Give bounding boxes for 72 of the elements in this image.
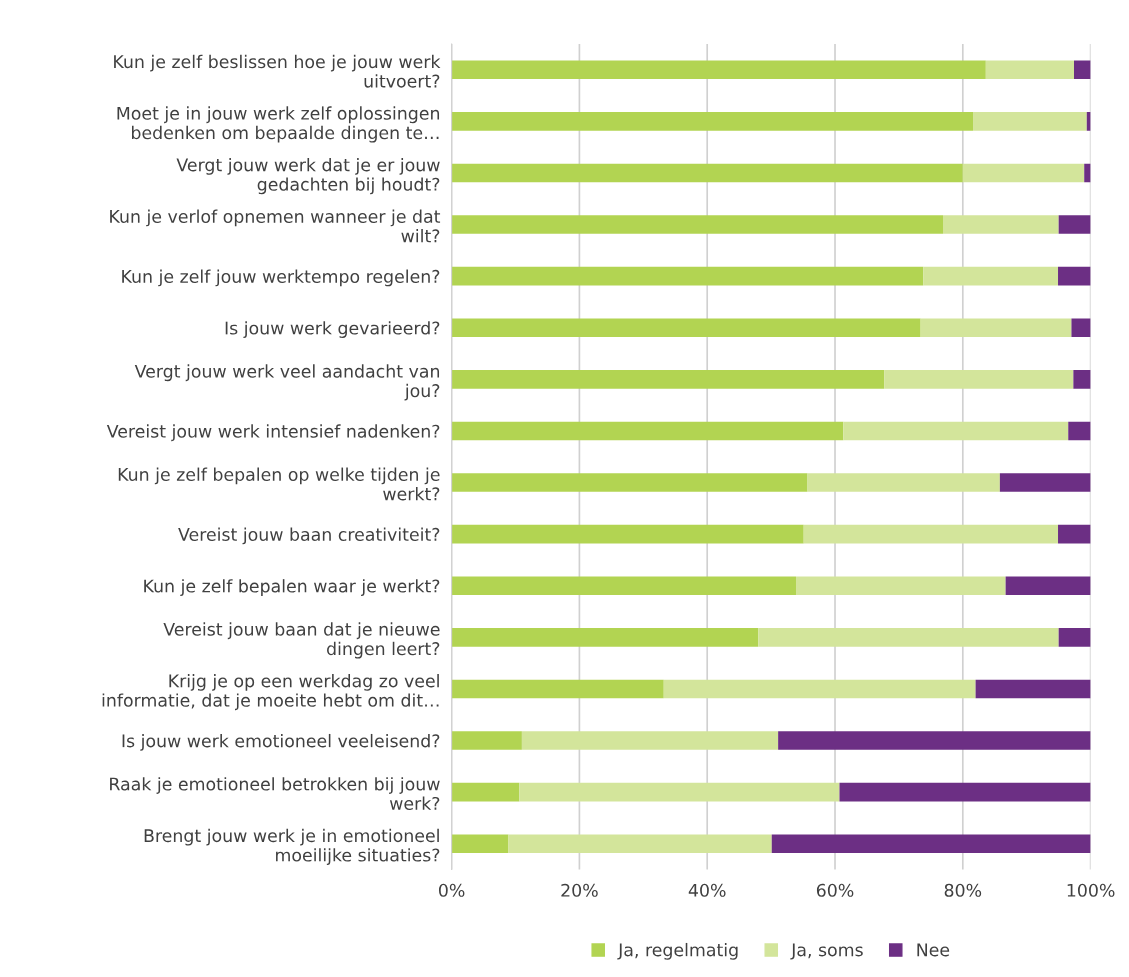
y-tick-label: Kun je zelf jouw werktempo regelen? bbox=[122, 269, 440, 287]
bar bbox=[975, 679, 1091, 699]
bar bbox=[1058, 628, 1091, 647]
bar bbox=[807, 473, 1000, 492]
bar bbox=[1005, 576, 1091, 596]
bar bbox=[920, 318, 1072, 338]
legend-label: Ja, soms bbox=[790, 943, 863, 960]
bar bbox=[451, 628, 759, 647]
bar bbox=[1058, 215, 1091, 234]
bar bbox=[1084, 163, 1091, 183]
bar bbox=[508, 834, 772, 854]
bar bbox=[451, 524, 804, 544]
bar bbox=[923, 266, 1059, 286]
y-tick-label: Raak je emotioneel betrokken bij jouw werk? bbox=[110, 777, 440, 811]
bar bbox=[771, 834, 1091, 854]
bar bbox=[451, 834, 509, 854]
y-tick-label: Vergt jouw werk dat je er jouw gedachten bij houdt? bbox=[176, 157, 440, 195]
y-tick-label: Is jouw werk emotioneel veeleisend? bbox=[122, 733, 440, 751]
bar bbox=[1073, 370, 1091, 389]
bar bbox=[796, 576, 1006, 596]
y-tick-label: Krijg je op een werkdag zo veel informatie, dat je moeite hebt om dit… bbox=[102, 673, 439, 711]
bar bbox=[451, 266, 924, 286]
x-tick-label: 100% bbox=[1067, 883, 1115, 897]
bar bbox=[521, 731, 779, 750]
bar bbox=[962, 163, 1085, 183]
bar bbox=[839, 782, 1091, 802]
legend-label: Ja, regelmatig bbox=[617, 942, 738, 960]
bar bbox=[451, 215, 943, 234]
bar bbox=[973, 112, 1087, 131]
bar bbox=[999, 473, 1091, 492]
bar bbox=[451, 473, 808, 492]
bar bbox=[519, 782, 840, 802]
bar bbox=[884, 370, 1074, 389]
bar bbox=[451, 370, 885, 389]
bar bbox=[451, 576, 797, 596]
y-tick-label: Vereist jouw werk intensief nadenken? bbox=[106, 424, 440, 442]
bar bbox=[1071, 318, 1091, 338]
bar bbox=[1058, 266, 1091, 286]
bar bbox=[1074, 60, 1091, 80]
x-tick-label: 0% bbox=[438, 883, 465, 897]
bar bbox=[663, 679, 976, 699]
y-tick-label: Kun je zelf bepalen waar je werkt? bbox=[144, 579, 440, 596]
x-tick-label: 40% bbox=[688, 883, 726, 897]
y-tick-label: Is jouw werk gevarieerd? bbox=[225, 321, 440, 338]
bar bbox=[1068, 421, 1091, 441]
y-tick-label: Kun je zelf bepalen op welke tijden je werkt? bbox=[118, 467, 440, 501]
y-tick-label: Brengt jouw werk je in emotioneel moeilijke situaties? bbox=[144, 828, 440, 865]
x-tick-label: 60% bbox=[816, 883, 854, 897]
bar bbox=[451, 731, 522, 750]
bar bbox=[451, 112, 974, 131]
bar bbox=[943, 215, 1059, 234]
y-tick-label: Vergt jouw werk veel aandacht van jou? bbox=[134, 364, 440, 401]
y-tick-label: Vereist jouw baan dat je nieuwe dingen leert? bbox=[163, 622, 440, 659]
bar bbox=[778, 731, 1091, 750]
y-tick-label: Kun je verlof opnemen wanneer je dat wilt? bbox=[110, 209, 441, 243]
y-tick-label: Kun je zelf beslissen hoe je jouw werk uitvoert? bbox=[114, 54, 441, 88]
bar bbox=[985, 60, 1074, 80]
bar bbox=[451, 782, 520, 802]
bar bbox=[451, 163, 963, 183]
bar bbox=[451, 421, 844, 441]
bar bbox=[451, 318, 921, 338]
bar bbox=[843, 421, 1069, 441]
bar bbox=[451, 679, 664, 699]
x-tick-label: 80% bbox=[944, 883, 982, 897]
bar bbox=[451, 60, 986, 80]
legend-label: Nee bbox=[917, 943, 950, 957]
bar bbox=[1058, 524, 1091, 544]
y-tick-label: Vereist jouw baan creativiteit? bbox=[178, 527, 440, 545]
y-tick-label: Moet je in jouw werk zelf oplossingen bedenken om bepaalde dingen te… bbox=[117, 106, 440, 143]
bar bbox=[758, 628, 1059, 647]
bar bbox=[803, 524, 1059, 544]
x-tick-label: 20% bbox=[561, 883, 598, 897]
